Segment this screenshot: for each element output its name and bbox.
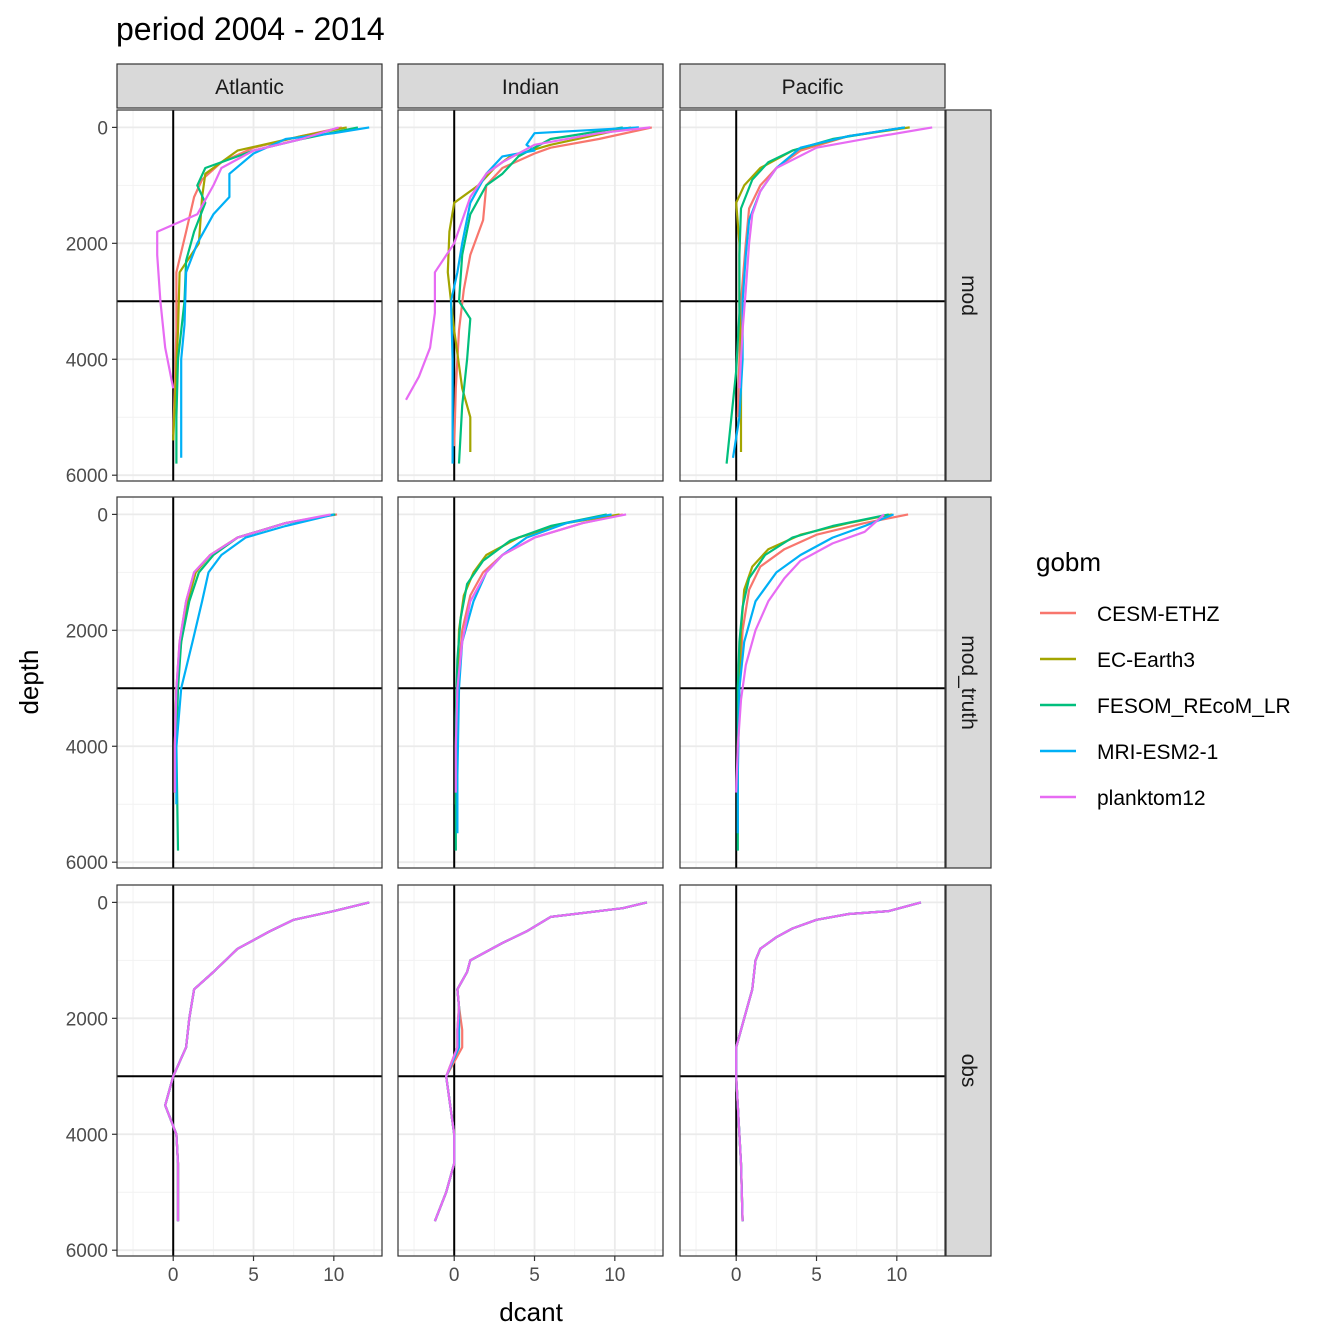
series-line-CESM-ETHZ xyxy=(453,126,653,447)
series-line-planktom12 xyxy=(156,126,339,389)
panel-background xyxy=(680,497,945,868)
facet-strip-col-label: Atlantic xyxy=(215,76,284,99)
panel-background xyxy=(398,497,663,868)
facet-strip-row-label: mod xyxy=(957,275,980,316)
x-tick-label: 10 xyxy=(323,1265,344,1286)
series-line-MRI-ESM2-1 xyxy=(449,126,639,464)
series-line-planktom12 xyxy=(454,513,627,793)
x-tick-label: 10 xyxy=(604,1265,625,1286)
legend-label-MRI-ESM2-1: MRI-ESM2-1 xyxy=(1097,741,1218,764)
facet-strip-col xyxy=(116,63,383,109)
x-axis-title: dcant xyxy=(499,1297,563,1327)
series-line-MRI-ESM2-1 xyxy=(456,513,612,834)
y-tick-label: 2000 xyxy=(66,621,108,642)
series-line-planktom12 xyxy=(433,901,648,1222)
panel-background xyxy=(117,885,382,1256)
y-tick-label: 4000 xyxy=(66,1125,108,1146)
facet-strip-col xyxy=(397,63,664,109)
facet-strip-row-label: obs xyxy=(957,1054,980,1088)
series-line-MRI-ESM2-1 xyxy=(180,126,370,458)
panel-background xyxy=(117,110,382,481)
y-tick-label: 4000 xyxy=(66,350,108,371)
y-tick-label: 4000 xyxy=(66,737,108,758)
facet-panel xyxy=(397,496,664,869)
facet-panel: 0 2000 4000 6000 xyxy=(66,496,383,874)
legend-label-EC-Earth3: EC-Earth3 xyxy=(1097,649,1195,672)
x-tick-label: 5 xyxy=(529,1265,540,1286)
panel-border xyxy=(116,884,383,1257)
facet-strip-row xyxy=(945,496,992,869)
legend-label-FESOM_REcoM_LR: FESOM_REcoM_LR xyxy=(1097,695,1291,718)
panel-background xyxy=(680,885,945,1256)
series-line-planktom12 xyxy=(735,901,922,1222)
series-line-MRI-ESM2-1 xyxy=(731,126,905,458)
panel-border xyxy=(397,109,664,482)
legend-title: gobm xyxy=(1036,547,1101,577)
legend-label-CESM-ETHZ: CESM-ETHZ xyxy=(1097,603,1220,626)
x-tick-label: 0 xyxy=(731,1265,742,1286)
facet-panel: 0 2000 4000 6000 xyxy=(66,109,383,487)
facet-panel: 0 5 10 xyxy=(397,884,664,1286)
facet-panel: 0 2000 4000 6000 0 5 10 xyxy=(66,884,383,1286)
facet-panel xyxy=(679,109,946,482)
panel-border xyxy=(397,496,664,869)
facet-strip-row xyxy=(945,884,992,1257)
facet-strip-row-label: mod_truth xyxy=(957,635,980,730)
series-line-planktom12 xyxy=(738,126,933,389)
facet-strip-col-label: Pacific xyxy=(782,76,844,99)
panel-border xyxy=(679,496,946,869)
x-tick-label: 5 xyxy=(811,1265,822,1286)
y-tick-label: 0 xyxy=(97,505,108,526)
x-tick-label: 5 xyxy=(248,1265,259,1286)
y-tick-label: 0 xyxy=(97,893,108,914)
series-line-planktom12 xyxy=(405,126,651,401)
panel-background xyxy=(117,497,382,868)
y-tick-label: 0 xyxy=(97,118,108,139)
facet-strip-col xyxy=(679,63,946,109)
x-tick-label: 0 xyxy=(168,1265,179,1286)
facet-panel: 0 5 10 xyxy=(679,884,946,1286)
y-tick-label: 6000 xyxy=(66,466,108,487)
legend-label-planktom12: planktom12 xyxy=(1097,787,1206,810)
y-tick-label: 2000 xyxy=(66,234,108,255)
panel-border xyxy=(397,884,664,1257)
series-line-planktom12 xyxy=(164,901,370,1222)
panel-border xyxy=(116,496,383,869)
facet-strip-col-label: Indian xyxy=(502,76,559,99)
panel-background xyxy=(398,885,663,1256)
facet-panel xyxy=(679,496,946,869)
legend: gobm CESM-ETHZ EC-Earth3 FESOM_REcoM_LR MRI… xyxy=(1036,547,1291,810)
y-axis-title: depth xyxy=(14,649,44,714)
panel-background xyxy=(398,110,663,481)
y-tick-label: 6000 xyxy=(66,1241,108,1262)
x-tick-label: 10 xyxy=(886,1265,907,1286)
panel-border xyxy=(679,109,946,482)
panel-border xyxy=(116,109,383,482)
facet-strip-row xyxy=(945,109,992,482)
panel-background xyxy=(680,110,945,481)
y-tick-label: 2000 xyxy=(66,1009,108,1030)
series-line-planktom12 xyxy=(173,513,331,793)
series-line-MRI-ESM2-1 xyxy=(175,513,335,805)
x-tick-label: 0 xyxy=(449,1265,460,1286)
chart-title: period 2004 - 2014 xyxy=(116,11,385,47)
facet-panel xyxy=(397,109,664,482)
series-line-planktom12 xyxy=(735,513,885,793)
y-tick-label: 6000 xyxy=(66,853,108,874)
panel-border xyxy=(679,884,946,1257)
